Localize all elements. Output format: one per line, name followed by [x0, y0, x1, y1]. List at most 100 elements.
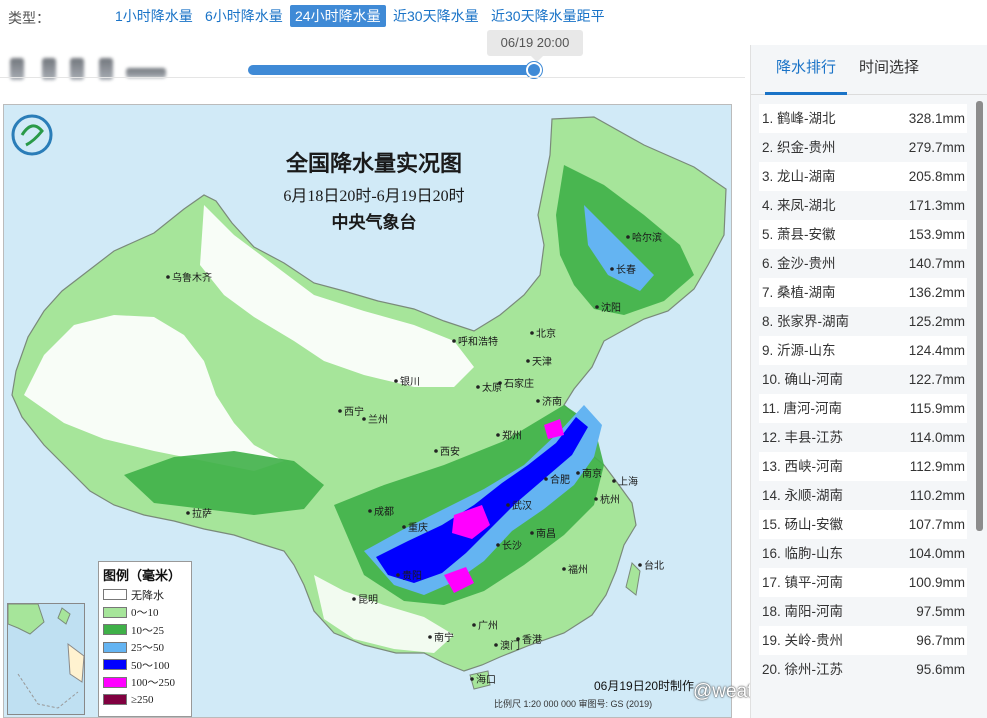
city-dot	[530, 331, 534, 335]
ranking-value: 122.7mm	[908, 372, 965, 387]
city-dot	[186, 511, 190, 515]
ranking-row[interactable]: 1. 鹤峰-湖北 328.1mm	[759, 104, 967, 133]
type-tab-30d[interactable]: 近30天降水量	[393, 8, 479, 24]
ranking-row[interactable]: 5. 萧县-安徽 153.9mm	[759, 220, 967, 249]
ranking-value: 171.3mm	[908, 198, 965, 213]
city-label: 重庆	[408, 521, 428, 534]
legend-item: 50～100	[103, 656, 187, 674]
ranking-row[interactable]: 11. 唐河-河南 115.9mm	[759, 394, 967, 423]
city-dot	[472, 623, 476, 627]
ranking-row[interactable]: 14. 永顺-湖南 110.2mm	[759, 481, 967, 510]
divider	[0, 77, 745, 78]
city-dot	[594, 497, 598, 501]
ranking-station: 2. 织金-贵州	[762, 140, 836, 155]
ranking-station: 10. 确山-河南	[762, 372, 844, 387]
ranking-row[interactable]: 7. 桑植-湖南 136.2mm	[759, 278, 967, 307]
ranking-row[interactable]: 9. 沂源-山东 124.4mm	[759, 336, 967, 365]
city-label: 南宁	[434, 631, 454, 644]
time-tooltip: 06/19 20:00	[487, 30, 583, 62]
city-label: 海口	[476, 673, 496, 686]
type-tab-24h[interactable]: 24小时降水量	[290, 5, 386, 27]
ranking-station: 3. 龙山-湖南	[762, 169, 836, 184]
extreme-rain-core-1	[452, 505, 490, 539]
ranking-row[interactable]: 2. 织金-贵州 279.7mm	[759, 133, 967, 162]
ranking-row[interactable]: 12. 丰县-江苏 114.0mm	[759, 423, 967, 452]
ranking-value: 205.8mm	[908, 169, 965, 184]
map-legend: 图例（毫米） 无降水 0～10 10～25 25～50 50～100 100～250 ≥25…	[98, 561, 192, 717]
map-scale-note: 比例尺 1:20 000 000 审图号: GS (2019)	[494, 699, 653, 709]
legend-swatch	[103, 624, 127, 636]
taiwan-island	[625, 562, 641, 596]
extreme-rain-core-2	[444, 567, 474, 593]
ranking-value: 107.7mm	[908, 517, 965, 532]
timeline: 06/19 20:00	[0, 30, 745, 96]
city-dot	[526, 359, 530, 363]
ranking-row[interactable]: 10. 确山-河南 122.7mm	[759, 365, 967, 394]
cma-logo-icon	[11, 114, 53, 156]
city-label: 南京	[582, 467, 602, 480]
ranking-value: 104.0mm	[908, 546, 965, 561]
city-label: 西宁	[344, 405, 364, 418]
right-panel: 降水排行 时间选择 1. 鹤峰-湖北 328.1mm 2. 织金-贵州 279.7mm…	[750, 45, 987, 718]
ranking-row[interactable]: 8. 张家界-湖南 125.2mm	[759, 307, 967, 336]
moderate-rain-northeast	[556, 165, 694, 315]
map-issuer: 中央气象台	[332, 212, 417, 232]
ranking-row[interactable]: 4. 来凤-湖北 171.3mm	[759, 191, 967, 220]
map-subtitle: 6月18日20时-6月19日20时	[283, 187, 464, 205]
ranking-row[interactable]: 6. 金沙-贵州 140.7mm	[759, 249, 967, 278]
ranking-station: 15. 砀山-安徽	[762, 517, 844, 532]
ranking-row[interactable]: 15. 砀山-安徽 107.7mm	[759, 510, 967, 539]
city-dot	[626, 235, 630, 239]
legend-label: 100～250	[131, 677, 175, 690]
ranking-value: 328.1mm	[908, 111, 965, 126]
ranking-row[interactable]: 17. 镇平-河南 100.9mm	[759, 568, 967, 597]
ranking-value: 114.0mm	[909, 430, 965, 445]
storm-band	[376, 417, 588, 583]
heavy-rain-northeast	[584, 205, 654, 291]
map-title: 全国降水量实况图	[285, 151, 462, 176]
city-dot	[530, 531, 534, 535]
ranking-value: 279.7mm	[908, 140, 965, 155]
ranking-row[interactable]: 18. 南阳-河南 97.5mm	[759, 597, 967, 626]
ranking-value: 125.2mm	[908, 314, 965, 329]
no-rain-north	[200, 205, 474, 387]
city-label: 乌鲁木齐	[172, 271, 212, 284]
ranking-row[interactable]: 13. 西峡-河南 112.9mm	[759, 452, 967, 481]
ranking-row[interactable]: 3. 龙山-湖南 205.8mm	[759, 162, 967, 191]
city-label: 石家庄	[504, 377, 534, 390]
city-label: 昆明	[358, 594, 378, 606]
ranking-row[interactable]: 19. 关岭-贵州 96.7mm	[759, 626, 967, 655]
ranking-row[interactable]: 16. 临朐-山东 104.0mm	[759, 539, 967, 568]
ranking-value: 153.9mm	[908, 227, 965, 242]
ranking-scrollbar[interactable]	[976, 101, 983, 531]
city-label: 沈阳	[601, 301, 621, 314]
ranking-row[interactable]: 20. 徐州-江苏 95.6mm	[759, 655, 967, 684]
timeline-slider-fill	[248, 65, 535, 75]
ranking-station: 17. 镇平-河南	[762, 575, 844, 590]
city-dot	[612, 479, 616, 483]
type-tab-6h[interactable]: 6小时降水量	[205, 8, 283, 24]
legend-swatch	[103, 659, 127, 671]
ranking-station: 13. 西峡-河南	[762, 459, 844, 474]
legend-item: 无降水	[103, 586, 187, 604]
city-dot	[394, 379, 398, 383]
city-dot	[595, 305, 599, 309]
legend-item: 0～10	[103, 604, 187, 622]
map-footer: 06月19日20时制作	[594, 679, 695, 693]
timeline-slider-handle[interactable]	[526, 62, 543, 78]
type-tab-1h[interactable]: 1小时降水量	[115, 8, 193, 24]
tab-time-select[interactable]: 时间选择	[858, 59, 919, 76]
legend-item: 25～50	[103, 639, 187, 657]
type-bar: 类型： 1小时降水量 6小时降水量 24小时降水量 近30天降水量 近30天降水…	[0, 0, 987, 34]
city-label: 广州	[478, 620, 498, 632]
tab-rainfall-ranking[interactable]: 降水排行	[765, 45, 847, 95]
timeline-slider[interactable]	[248, 62, 543, 78]
legend-label: 0～10	[131, 607, 159, 620]
ranking-value: 115.9mm	[909, 401, 965, 416]
ranking-scrollbar-thumb[interactable]	[976, 101, 983, 531]
city-dot	[638, 563, 642, 567]
city-dot	[610, 267, 614, 271]
ranking-station: 7. 桑植-湖南	[762, 285, 836, 300]
type-tab-30d-anomaly[interactable]: 近30天降水量距平	[491, 8, 605, 24]
city-label: 长春	[616, 264, 636, 276]
